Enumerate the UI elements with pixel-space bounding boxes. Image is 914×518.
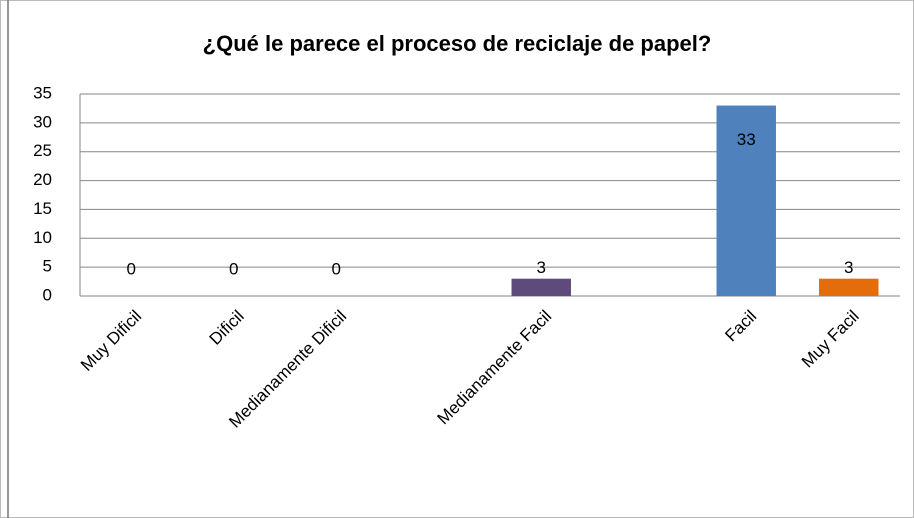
data-label: 0 [229, 259, 238, 278]
y-tick-label: 5 [43, 257, 52, 276]
data-label: 3 [844, 258, 853, 277]
data-label: 0 [127, 259, 136, 278]
y-tick-label: 25 [33, 141, 52, 160]
data-label: 3 [537, 258, 546, 277]
y-tick-label: 30 [33, 112, 52, 131]
data-label: 33 [737, 130, 756, 149]
chart-title: ¿Qué le parece el proceso de reciclaje d… [203, 31, 712, 56]
bar [819, 278, 879, 296]
y-tick-label: 15 [33, 199, 52, 218]
data-label: 0 [332, 259, 341, 278]
y-tick-label: 35 [33, 83, 52, 102]
bar [511, 278, 571, 296]
y-tick-label: 20 [33, 170, 52, 189]
y-tick-label: 10 [33, 228, 52, 247]
y-tick-label: 0 [43, 285, 52, 304]
bar [716, 105, 776, 297]
